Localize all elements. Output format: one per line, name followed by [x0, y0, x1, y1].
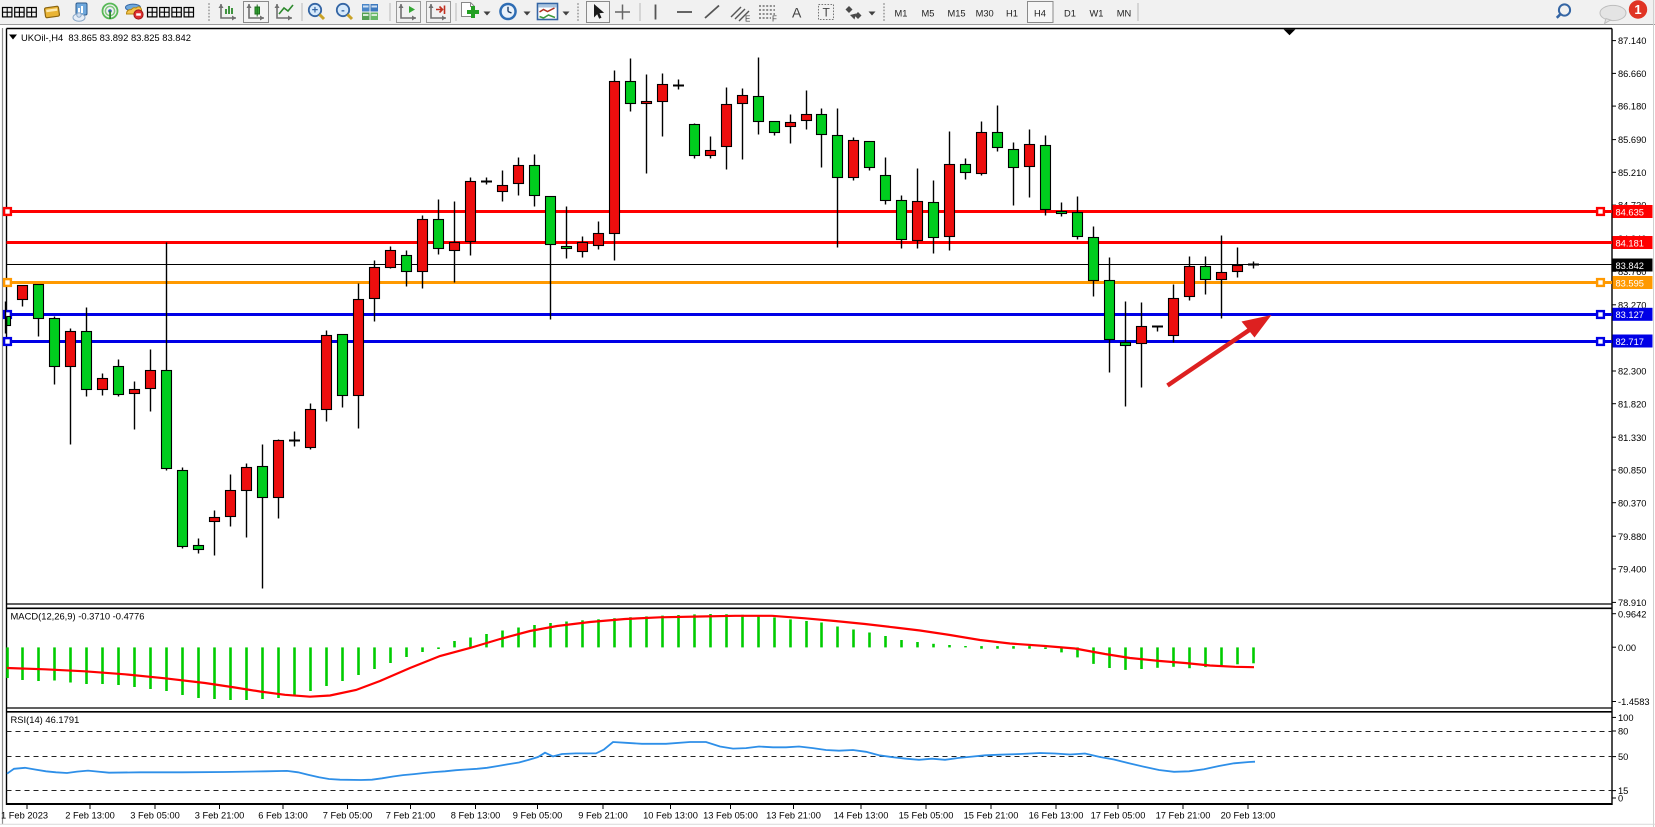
svg-text:M15: M15 — [947, 9, 965, 19]
svg-text:F: F — [772, 15, 777, 24]
svg-text:UKOil-,H4 83.865 83.892 83.82: UKOil-,H4 83.865 83.892 83.825 83.842 — [21, 32, 191, 43]
svg-text:-: - — [341, 5, 345, 17]
svg-text:82.300: 82.300 — [1618, 367, 1646, 377]
svg-text:13 Feb 21:00: 13 Feb 21:00 — [766, 811, 821, 821]
svg-text:-1.4583: -1.4583 — [1618, 697, 1650, 707]
svg-text:85.690: 85.690 — [1618, 135, 1646, 145]
svg-text:86.180: 86.180 — [1618, 102, 1646, 112]
svg-text:79.880: 79.880 — [1618, 532, 1646, 542]
svg-text:9 Feb 21:00: 9 Feb 21:00 — [578, 811, 628, 821]
svg-text:9 Feb 05:00: 9 Feb 05:00 — [513, 811, 563, 821]
svg-text:83.842: 83.842 — [1616, 261, 1644, 271]
svg-text:MN: MN — [1117, 9, 1131, 19]
svg-text:MACD(12,26,9) -0.3710 -0.4776: MACD(12,26,9) -0.3710 -0.4776 — [11, 611, 145, 622]
svg-text:M5: M5 — [922, 9, 935, 19]
svg-text:+: + — [312, 5, 318, 17]
svg-text:81.820: 81.820 — [1618, 399, 1646, 409]
svg-text:82.717: 82.717 — [1616, 337, 1644, 347]
svg-text:A: A — [792, 5, 802, 21]
svg-text:H4: H4 — [1034, 9, 1046, 19]
svg-text:M30: M30 — [976, 9, 994, 19]
svg-text:8 Feb 13:00: 8 Feb 13:00 — [451, 811, 501, 821]
svg-text:81.330: 81.330 — [1618, 433, 1646, 443]
svg-text:6 Feb 13:00: 6 Feb 13:00 — [258, 811, 308, 821]
svg-text:2 Feb 13:00: 2 Feb 13:00 — [65, 811, 115, 821]
svg-text:17 Feb 21:00: 17 Feb 21:00 — [1156, 811, 1211, 821]
svg-text:17 Feb 05:00: 17 Feb 05:00 — [1091, 811, 1146, 821]
svg-text:100: 100 — [1618, 713, 1634, 723]
svg-text:13 Feb 05:00: 13 Feb 05:00 — [703, 811, 758, 821]
svg-text:0.00: 0.00 — [1618, 643, 1636, 653]
svg-text:83.270: 83.270 — [1618, 300, 1646, 310]
svg-text:D1: D1 — [1064, 9, 1076, 19]
svg-text:1 Feb 2023: 1 Feb 2023 — [1, 811, 48, 821]
svg-text:20 Feb 13:00: 20 Feb 13:00 — [1221, 811, 1276, 821]
svg-text:80.850: 80.850 — [1618, 466, 1646, 476]
svg-text:H1: H1 — [1006, 9, 1018, 19]
svg-text:3 Feb 05:00: 3 Feb 05:00 — [130, 811, 180, 821]
svg-text:16 Feb 13:00: 16 Feb 13:00 — [1029, 811, 1084, 821]
svg-text:80.370: 80.370 — [1618, 498, 1646, 508]
svg-text:84.181: 84.181 — [1616, 238, 1644, 248]
svg-text:83.595: 83.595 — [1616, 278, 1644, 288]
svg-text:83.127: 83.127 — [1616, 310, 1644, 320]
svg-text:0.9642: 0.9642 — [1618, 609, 1646, 619]
svg-text:1: 1 — [1634, 2, 1641, 17]
svg-text:RSI(14) 46.1791: RSI(14) 46.1791 — [11, 714, 80, 725]
svg-text:14 Feb 13:00: 14 Feb 13:00 — [834, 811, 889, 821]
svg-text:7 Feb 21:00: 7 Feb 21:00 — [386, 811, 436, 821]
svg-text:0: 0 — [1618, 794, 1623, 804]
svg-text:87.140: 87.140 — [1618, 36, 1646, 46]
svg-text:80: 80 — [1618, 727, 1628, 737]
svg-text:84.635: 84.635 — [1616, 207, 1644, 217]
svg-text:E: E — [745, 15, 750, 24]
svg-text:15 Feb 21:00: 15 Feb 21:00 — [964, 811, 1019, 821]
svg-text:W1: W1 — [1090, 9, 1104, 19]
svg-text:86.660: 86.660 — [1618, 69, 1646, 79]
svg-text:10 Feb 13:00: 10 Feb 13:00 — [643, 811, 698, 821]
svg-text:50: 50 — [1618, 752, 1628, 762]
svg-text:3 Feb 21:00: 3 Feb 21:00 — [195, 811, 245, 821]
svg-text:79.400: 79.400 — [1618, 565, 1646, 575]
svg-text:15 Feb 05:00: 15 Feb 05:00 — [899, 811, 954, 821]
svg-text:T: T — [823, 6, 831, 20]
svg-text:15: 15 — [1618, 786, 1628, 796]
svg-text:85.210: 85.210 — [1618, 168, 1646, 178]
svg-text:83.760: 83.760 — [1618, 267, 1646, 277]
svg-text:78.910: 78.910 — [1618, 598, 1646, 608]
svg-text:M1: M1 — [895, 9, 908, 19]
svg-text:7 Feb 05:00: 7 Feb 05:00 — [323, 811, 373, 821]
